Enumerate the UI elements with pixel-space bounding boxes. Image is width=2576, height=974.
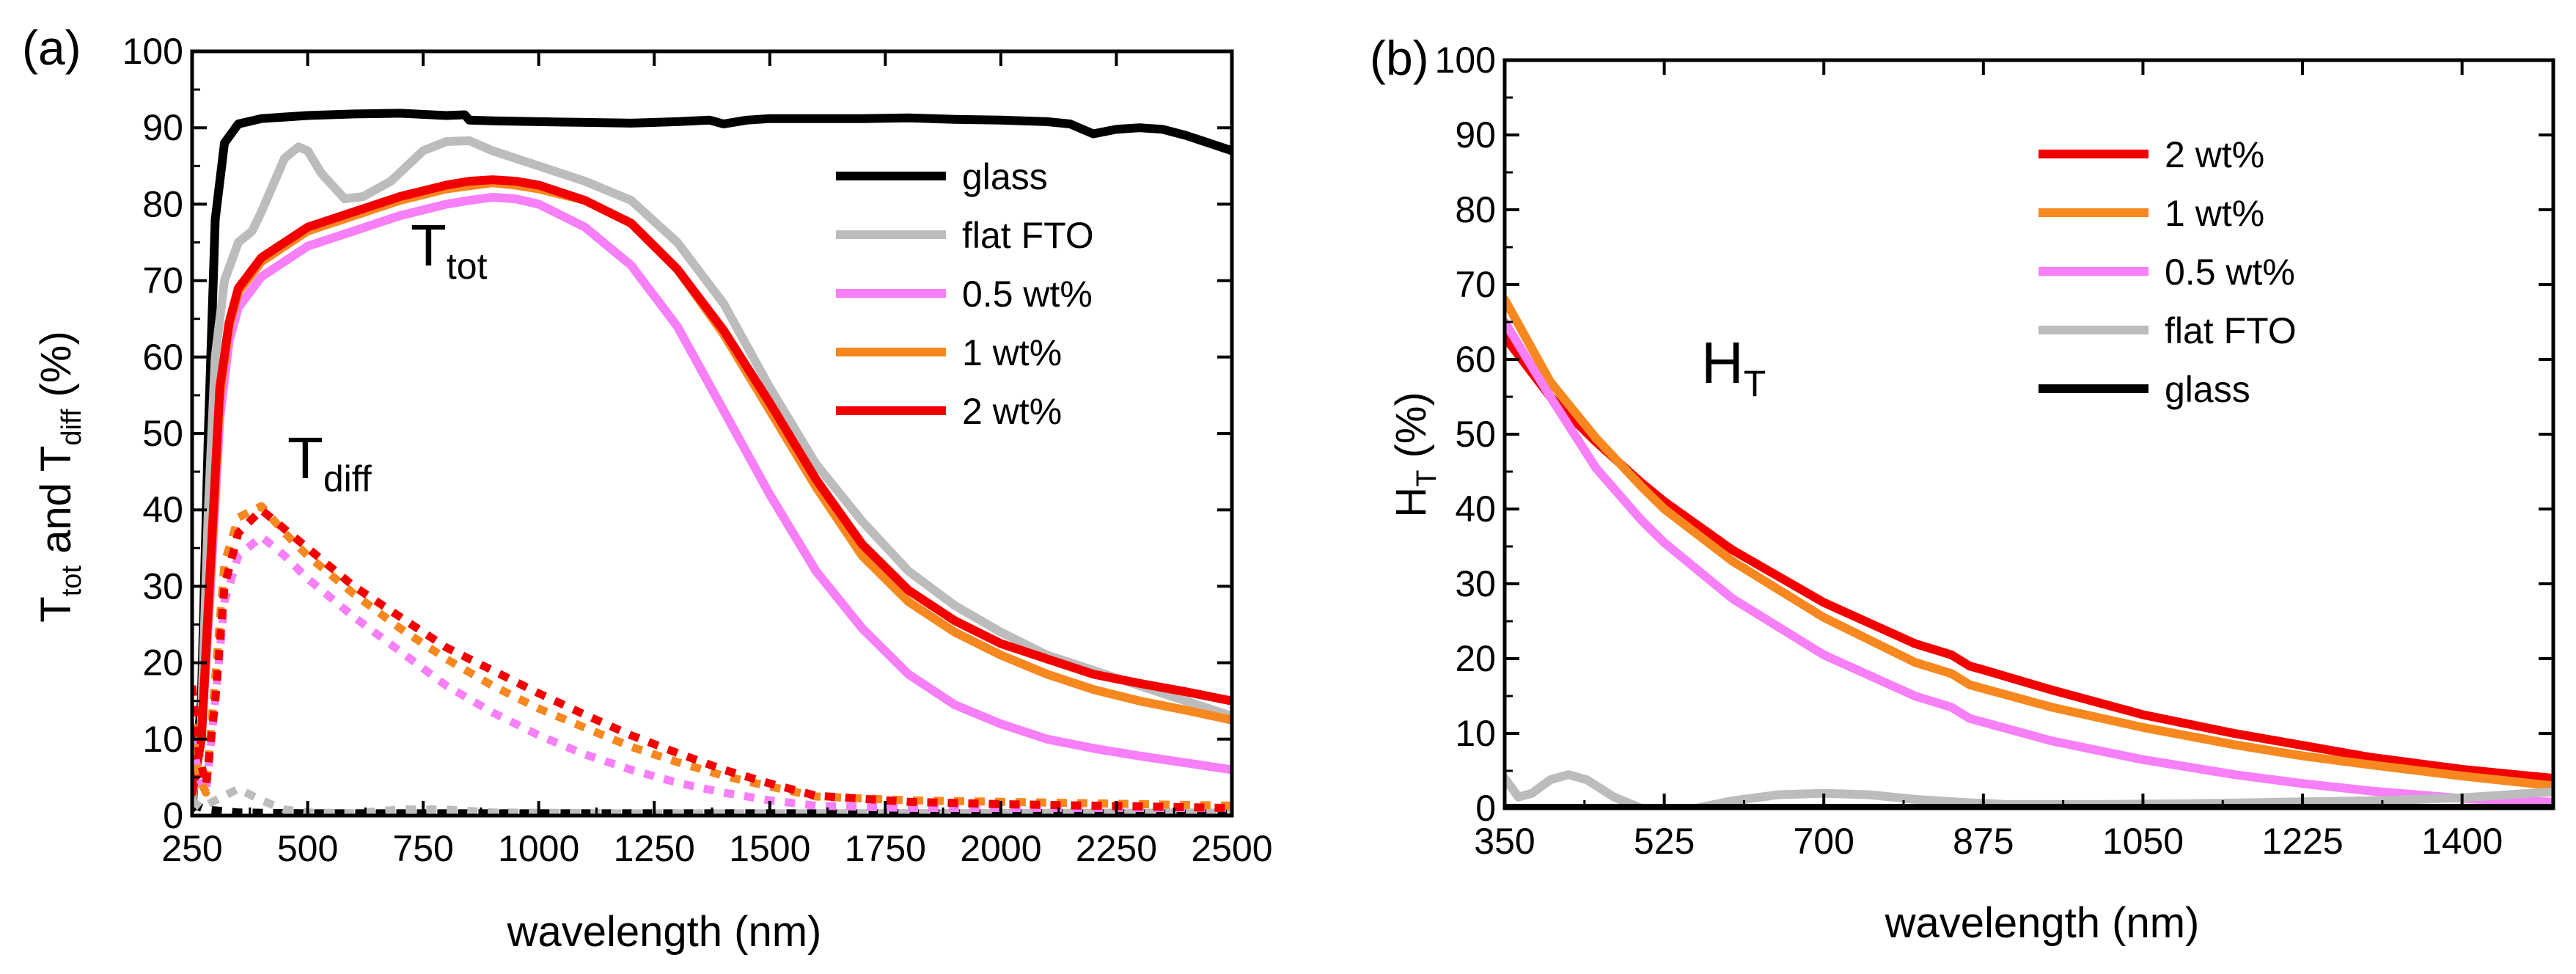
x-tick-label: 2000	[960, 828, 1041, 869]
y-tick-label: 20	[142, 642, 183, 684]
y-tick-label: 70	[1455, 264, 1496, 305]
x-tick-label: 500	[277, 828, 338, 869]
x-tick-label: 1400	[2421, 821, 2503, 862]
x-tick-label: 1250	[614, 828, 695, 869]
panel-b-chart: (b) 350 525 700 875 1050 1225 1400 0 10 20 30 40 50 6…	[1370, 31, 2555, 947]
annotation-sub: tot	[447, 246, 488, 287]
y-tick-label: 30	[1455, 563, 1496, 604]
annotation-main: T	[411, 213, 447, 278]
legend-label: flat FTO	[962, 215, 1094, 256]
annotation-label: Tdiff	[287, 425, 372, 499]
series-line-1-wt--diffuse	[192, 502, 1232, 810]
annotation-label: Ttot	[411, 213, 488, 287]
y-tick-label: 100	[122, 31, 183, 72]
series-line-glass	[192, 109, 1232, 813]
legend-label: flat FTO	[2165, 310, 2297, 351]
x-tick-label: 2500	[1191, 828, 1272, 869]
x-tick-label: 525	[1634, 821, 1695, 862]
panel-a-legend: glass flat FTO 0.5 wt% 1 wt% 2 wt%	[836, 156, 1094, 432]
y-tick-label: 30	[142, 565, 183, 607]
legend-label: 1 wt%	[2165, 193, 2264, 234]
y-tick-label: 10	[1455, 713, 1496, 754]
x-tick-label: 750	[392, 828, 453, 869]
panel-b-y-axis-label: HT (%)	[1387, 392, 1442, 517]
panel-b-legend: 2 wt% 1 wt% 0.5 wt% flat FTO glass	[2039, 134, 2297, 410]
x-tick-label: 1225	[2261, 821, 2343, 862]
x-tick-label: 875	[1953, 821, 2014, 862]
legend-label: 2 wt%	[962, 391, 1062, 432]
panel-b-x-axis-label: wavelength (nm)	[1885, 899, 2200, 947]
panel-a-y-label-part: and T	[32, 446, 80, 565]
y-tick-label: 80	[142, 183, 183, 224]
series-line-0-5-wt-	[1505, 318, 2553, 807]
y-tick-label: 0	[163, 795, 183, 836]
legend-label: 1 wt%	[962, 332, 1062, 373]
panel-a-ticks: 250 500 750 1000 1250 1500 1750 2000 2250 2500 0 10…	[122, 31, 1273, 869]
panel-a-y-label-sub: diff	[56, 409, 87, 445]
x-tick-label: 1050	[2102, 821, 2184, 862]
x-tick-label: 1500	[729, 828, 810, 869]
y-tick-label: 90	[142, 107, 183, 148]
legend-label: glass	[962, 156, 1048, 197]
panel-b-y-label-part: H	[1387, 487, 1435, 518]
series-line-1-wt-	[1505, 295, 2553, 791]
x-tick-label: 350	[1474, 821, 1535, 862]
y-tick-label: 40	[142, 489, 183, 530]
x-tick-label: 2250	[1076, 828, 1157, 869]
legend-label: 0.5 wt%	[962, 274, 1093, 315]
x-tick-label: 250	[161, 828, 222, 869]
series-line-flat-fto	[1505, 770, 2553, 808]
y-tick-label: 50	[1455, 414, 1496, 455]
panel-a-label: (a)	[22, 21, 81, 75]
series-line-2-wt-	[1505, 332, 2553, 783]
panel-a-y-label-part: (%)	[32, 331, 80, 409]
annotation-main: H	[1701, 330, 1744, 395]
panel-a-frame	[190, 49, 1234, 818]
panel-a-y-label-sub: tot	[56, 565, 87, 597]
x-tick-label: 1000	[498, 828, 579, 869]
legend-label: 2 wt%	[2165, 134, 2264, 175]
series-line-flat-fto	[192, 136, 1232, 805]
panel-a-chart: (a) 250 500 750 1000 1250 1500 1750 2000 2250 250…	[22, 21, 1273, 956]
y-tick-label: 90	[1455, 114, 1496, 155]
series-line-2-wt-	[192, 175, 1232, 797]
y-tick-label: 50	[142, 413, 183, 454]
x-tick-label: 700	[1793, 821, 1854, 862]
panel-a-y-label-part: T	[32, 596, 80, 622]
panel-b-frame	[1502, 58, 2555, 810]
y-tick-label: 60	[1455, 339, 1496, 380]
panel-b-label: (b)	[1370, 31, 1429, 85]
y-tick-label: 100	[1435, 40, 1496, 81]
y-tick-label: 60	[142, 337, 183, 378]
y-tick-label: 20	[1455, 638, 1496, 679]
series-line-flat-fto-diffuse	[192, 785, 1232, 816]
y-tick-label: 0	[1475, 788, 1496, 829]
annotation-label: HT	[1701, 330, 1766, 404]
series-line-2-wt--diffuse	[192, 505, 1232, 813]
y-tick-label: 80	[1455, 189, 1496, 230]
annotation-main: T	[287, 425, 323, 491]
x-tick-label: 1750	[845, 828, 926, 869]
panel-b-y-label-part: (%)	[1387, 392, 1435, 469]
panel-b-annotations: HT	[1701, 330, 1766, 404]
legend-label: glass	[2165, 369, 2250, 410]
panel-b-ticks: 350 525 700 875 1050 1225 1400 0 10 20 30 40 50 60 70 8…	[1435, 40, 2553, 862]
y-tick-label: 70	[142, 260, 183, 301]
panel-b-plot-layer	[1505, 295, 2553, 808]
panel-a-y-axis-label: Ttot and Tdiff (%)	[32, 331, 87, 622]
panel-a-x-axis-label: wavelength (nm)	[507, 908, 822, 956]
y-tick-label: 40	[1455, 488, 1496, 530]
annotation-sub: diff	[323, 458, 372, 499]
legend-label: 0.5 wt%	[2165, 252, 2295, 293]
annotation-sub: T	[1744, 363, 1766, 404]
panel-b-y-label-sub: T	[1412, 470, 1442, 487]
y-tick-label: 10	[142, 719, 183, 760]
